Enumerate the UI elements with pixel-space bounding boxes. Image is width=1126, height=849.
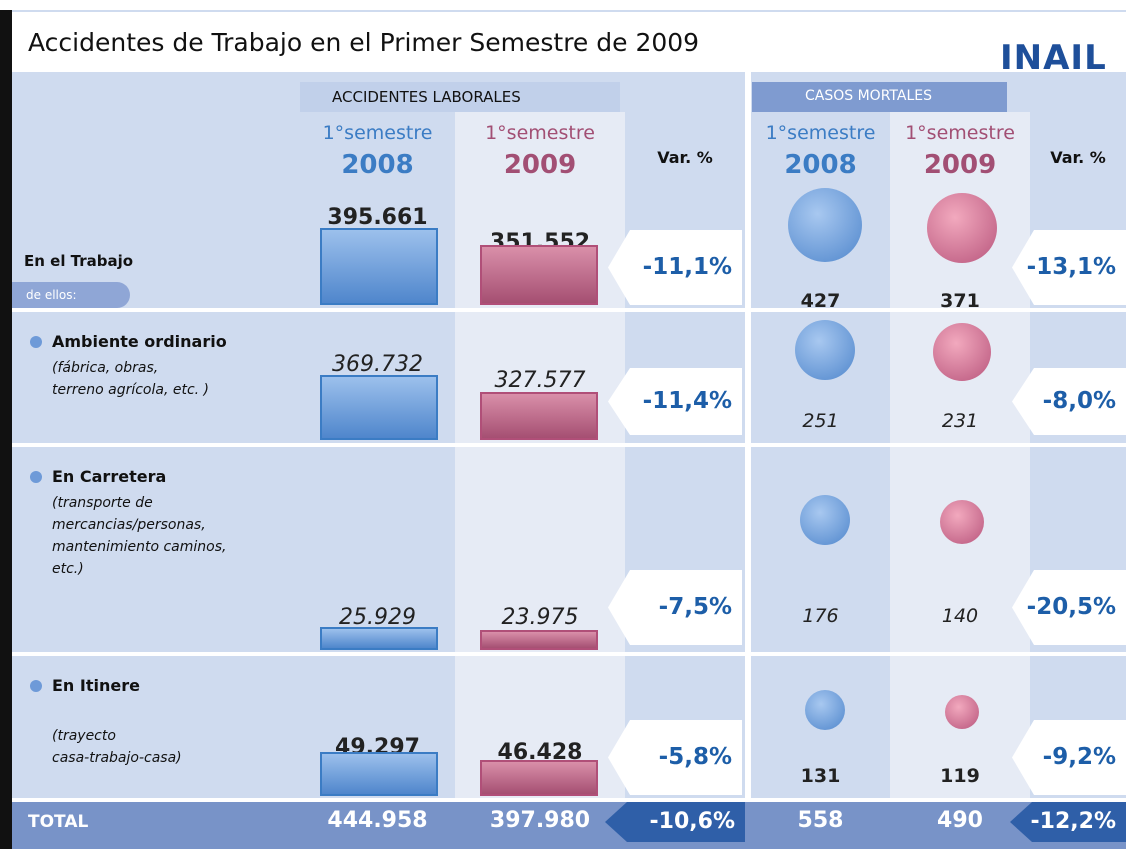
total-value: 397.980 [489,808,591,833]
total-value: 490 [937,808,983,833]
column-year: 2008 [784,150,857,180]
row-divider [12,308,1126,312]
row-label: En Itinere [52,676,140,695]
value: 176 [802,605,839,627]
bullet [30,680,42,692]
variation: -10,6% [605,802,745,842]
header: CASOS MORTALES [805,88,932,104]
value: 131 [800,765,841,787]
column-year: 2008 [341,150,414,180]
variation: -9,2% [1012,720,1126,795]
circle [800,495,850,545]
circle [788,188,862,262]
col-2009-bg [455,112,625,800]
value: 25.929 [339,605,416,630]
tag: de ellos: [12,282,130,308]
logo: INAIL [1000,38,1107,78]
value: 140 [941,605,979,627]
title-bar [12,12,1126,72]
value: 427 [800,290,841,312]
title: Accidentes de Trabajo en el Primer Semes… [28,28,700,57]
total-band [12,800,1126,849]
circle [945,695,979,729]
bar [320,627,438,650]
column-header: Var. % [657,148,713,167]
column-header: Var. % [1050,148,1106,167]
value: 369.732 [332,352,423,377]
row-note: (transporte de [52,495,153,511]
value: 327.577 [494,368,586,393]
header: ACCIDENTES LABORALES [332,88,521,106]
circle [805,690,845,730]
variation: -8,0% [1012,368,1126,435]
circle [927,193,997,263]
variation: -5,8% [608,720,742,795]
total-value: 558 [797,808,844,833]
value: 23.975 [501,605,579,630]
row-divider [12,798,1126,802]
column-period: 1°semestre [765,122,876,144]
header-band [300,82,620,112]
variation: -11,4% [608,368,742,435]
column-period: 1°semestre [322,122,433,144]
top-margin [0,0,1126,10]
bar [320,228,438,305]
bullet [30,471,42,483]
bar [480,760,598,796]
column-year: 2009 [923,150,997,180]
row-divider [12,652,1126,656]
column-period: 1°semestre [485,122,595,144]
bar [480,245,598,305]
variation: -12,2% [1010,802,1126,842]
row-note: casa-trabajo-casa) [52,750,182,766]
value: 395.661 [327,205,428,230]
row-note: mercancias/personas, [52,517,206,533]
bar [320,752,438,796]
header-band [752,82,1007,112]
variation: -20,5% [1012,570,1126,645]
column-period: 1°semestre [905,122,1015,144]
total-value: 444.958 [327,808,428,833]
row-note: terreno agrícola, etc. ) [52,382,210,398]
row-label: En Carretera [52,467,167,486]
total-label: TOTAL [28,812,89,832]
bar [480,392,598,440]
column-year: 2009 [503,150,577,180]
value: 251 [802,410,839,432]
row-label: En el Trabajo [24,252,134,270]
value: 231 [941,410,979,432]
bar [320,375,438,440]
variation: -13,1% [1012,230,1126,305]
value: 371 [940,290,980,312]
row-note: (trayecto [52,728,116,744]
bar [480,630,598,650]
circle [933,323,991,381]
row-label: Ambiente ordinario [52,332,227,351]
circle [940,500,984,544]
variation: -11,1% [608,230,742,305]
bullet [30,336,42,348]
separator [745,72,751,849]
left-strip [0,10,12,849]
row-note: etc.) [52,561,84,577]
circle [795,320,855,380]
row-divider [12,443,1126,447]
value: 119 [940,765,980,787]
variation: -7,5% [608,570,742,645]
row-note: (fábrica, obras, [52,360,159,376]
row-note: mantenimiento caminos, [52,539,227,555]
